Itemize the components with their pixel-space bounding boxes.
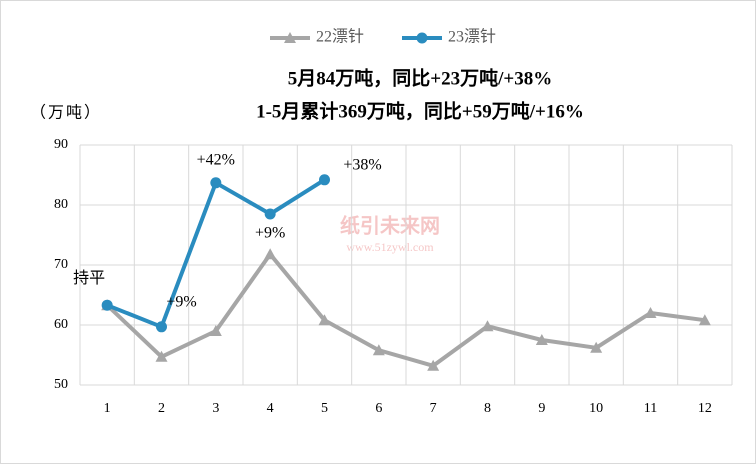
series-line bbox=[105, 252, 706, 368]
legend-label: 22漂针 bbox=[316, 28, 364, 46]
point bbox=[101, 299, 113, 311]
annotation: +9% bbox=[255, 225, 285, 242]
legend-marker bbox=[416, 32, 428, 44]
annotation: +42% bbox=[197, 151, 235, 168]
watermark: www.51zywl.com bbox=[346, 240, 434, 254]
point bbox=[698, 314, 711, 326]
y-tick-label: 70 bbox=[54, 257, 68, 272]
point bbox=[156, 321, 167, 333]
point bbox=[535, 334, 548, 345]
x-tick-label: 8 bbox=[484, 401, 491, 416]
point bbox=[372, 344, 385, 356]
annotation: +38% bbox=[343, 156, 381, 173]
point bbox=[590, 341, 603, 353]
point bbox=[318, 314, 331, 326]
point bbox=[644, 307, 657, 318]
x-tick-label: 7 bbox=[430, 401, 437, 416]
y-tick-label: 90 bbox=[54, 137, 68, 152]
y-axis-label: （万吨） bbox=[30, 104, 102, 122]
x-tick-label: 10 bbox=[589, 401, 603, 416]
watermark: 纸引未来网 bbox=[340, 214, 440, 238]
point bbox=[209, 325, 222, 336]
annotation: +9% bbox=[166, 293, 196, 310]
x-tick-label: 11 bbox=[644, 401, 657, 416]
point bbox=[427, 359, 440, 371]
y-tick-label: 50 bbox=[54, 377, 68, 392]
chart-title: 5月84万吨，同比+23万吨/+38% bbox=[288, 66, 552, 89]
annotation: 持平 bbox=[73, 269, 105, 287]
x-tick-label: 12 bbox=[698, 401, 712, 416]
x-tick-label: 3 bbox=[212, 401, 219, 416]
point bbox=[264, 248, 277, 260]
point bbox=[319, 174, 330, 186]
legend-marker bbox=[284, 32, 296, 43]
y-tick-label: 80 bbox=[54, 197, 68, 212]
point bbox=[210, 177, 222, 189]
chart-subtitle: 1-5月累计369万吨，同比+59万吨/+16% bbox=[256, 99, 584, 122]
x-tick-label: 9 bbox=[538, 401, 545, 416]
x-tick-label: 4 bbox=[267, 401, 274, 416]
point bbox=[155, 350, 168, 362]
point bbox=[481, 320, 494, 332]
legend-label: 23漂针 bbox=[448, 28, 496, 46]
x-tick-label: 6 bbox=[375, 401, 382, 416]
x-tick-label: 2 bbox=[158, 401, 165, 416]
x-tick-label: 5 bbox=[321, 401, 328, 416]
y-tick-label: 60 bbox=[54, 317, 68, 332]
point bbox=[264, 208, 276, 220]
x-tick-label: 1 bbox=[104, 401, 111, 416]
